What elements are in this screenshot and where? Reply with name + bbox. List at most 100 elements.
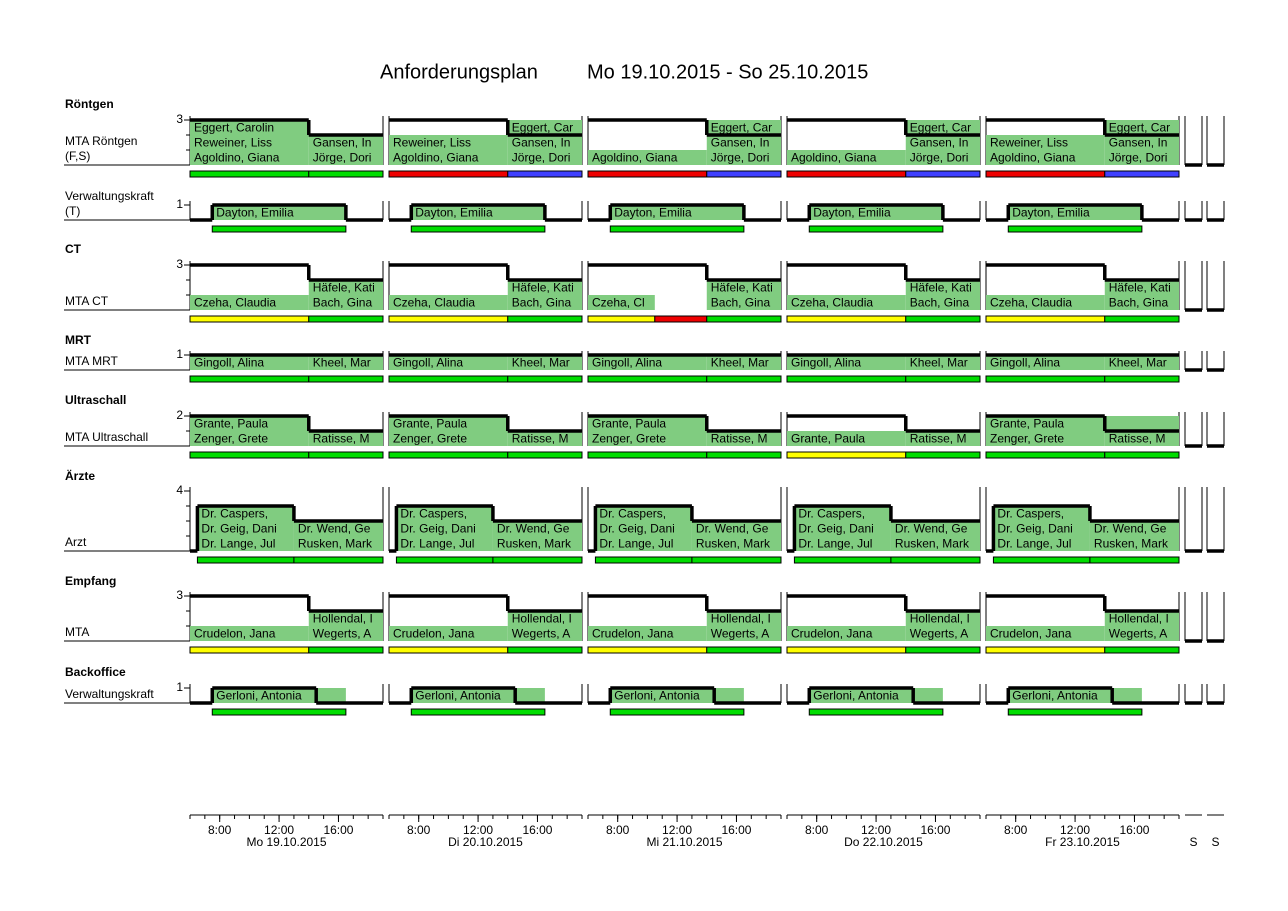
coverage-bar (786, 451, 907, 459)
staff-name: Kheel, Mar (711, 356, 769, 370)
coverage-bar (808, 708, 944, 716)
staff-block (507, 626, 582, 641)
coverage-bar (890, 556, 981, 564)
staff-block (610, 688, 744, 703)
staff-block (1089, 536, 1179, 551)
staff-name: Hollendal, I (512, 612, 572, 626)
staff-name: Gerloni, Antonia (415, 689, 501, 703)
staff-block (411, 205, 545, 220)
staff-block (396, 521, 493, 536)
coverage-bar (395, 556, 494, 564)
staff-block (308, 431, 383, 446)
staff-block (588, 431, 707, 446)
staff-name: Gansen, In (711, 136, 770, 150)
staff-name: Dayton, Emilia (1012, 206, 1090, 220)
section-title: Empfang (65, 574, 116, 588)
day-label: Do 22.10.2015 (844, 835, 923, 849)
date-range: Mo 19.10.2015 - So 25.10.2015 (587, 61, 868, 83)
coverage-bar (492, 556, 583, 564)
staff-block (905, 611, 980, 626)
coverage-bar (594, 556, 693, 564)
staff-name: Crudelon, Jana (791, 627, 873, 641)
staff-block (190, 135, 309, 150)
staff-block (595, 521, 692, 536)
coverage-bar (308, 315, 384, 323)
staff-name: Dr. Wend, Ge (298, 522, 371, 536)
staff-block (787, 150, 906, 165)
x-tick-label: 8:00 (407, 823, 431, 837)
section-title: Ärzte (65, 468, 95, 483)
staff-name: Bach, Gina (313, 296, 373, 310)
staff-name: Häfele, Kati (711, 281, 773, 295)
staff-name: Reweiner, Liss (393, 136, 471, 150)
staff-name: Kheel, Mar (910, 356, 968, 370)
staff-name: Czeha, Claudia (194, 296, 276, 310)
staff-name: Crudelon, Jana (393, 627, 475, 641)
staff-name: Bach, Gina (512, 296, 572, 310)
staff-name: Dr. Geig, Dani (997, 522, 1072, 536)
staff-block (389, 416, 508, 431)
coverage-bar (587, 170, 708, 178)
coverage-bar (1007, 225, 1143, 233)
staff-block (993, 506, 1090, 521)
staff-block (308, 611, 383, 626)
coverage-bar (786, 170, 907, 178)
coverage-bar (905, 375, 981, 383)
staff-block (706, 626, 781, 641)
staff-block (905, 355, 980, 370)
staff-name: Reweiner, Liss (194, 136, 272, 150)
section-title: MRT (65, 333, 92, 347)
staff-name: Dayton, Emilia (813, 206, 891, 220)
staff-name: Jörge, Dori (711, 151, 770, 165)
staff-name: Häfele, Kati (1109, 281, 1171, 295)
coverage-bar (189, 646, 310, 654)
staff-block (890, 521, 980, 536)
staff-name: Wegerts, A (910, 627, 968, 641)
staff-block (1008, 205, 1142, 220)
coverage-bar (905, 451, 981, 459)
staff-name: Gansen, In (910, 136, 969, 150)
title: Anforderungsplan (380, 61, 538, 83)
day-label: Mo 19.10.2015 (246, 835, 326, 849)
staff-name: Jörge, Dori (1109, 151, 1168, 165)
day-label: Di 20.10.2015 (448, 835, 523, 849)
staff-block (809, 688, 943, 703)
y-tick-label: 3 (176, 588, 183, 602)
staff-name: Crudelon, Jana (592, 627, 674, 641)
x-tick-label: 12:00 (662, 823, 692, 837)
staff-block (691, 521, 781, 536)
weekend-label: S (1211, 835, 1219, 849)
staff-name: Czeha, Claudia (393, 296, 475, 310)
staff-name: Hollendal, I (313, 612, 373, 626)
coverage-bar (410, 225, 546, 233)
staff-block (986, 295, 1105, 310)
coverage-bar (293, 556, 384, 564)
staff-block (588, 416, 707, 431)
coverage-bar (587, 451, 708, 459)
staff-block (1104, 431, 1179, 446)
staff-block (986, 416, 1105, 431)
coverage-bar (786, 646, 907, 654)
staff-block (389, 295, 508, 310)
coverage-bar (985, 646, 1106, 654)
staff-name: Kheel, Mar (313, 356, 371, 370)
staff-name: Bach, Gina (1109, 296, 1169, 310)
staff-block (794, 506, 891, 521)
staff-name: Eggert, Carolin (194, 121, 274, 135)
coverage-bar (905, 646, 981, 654)
x-tick-label: 8:00 (606, 823, 630, 837)
staff-block (1104, 150, 1179, 165)
row-label: MTA Röntgen (65, 134, 137, 148)
coverage-bar (587, 646, 708, 654)
coverage-bar (388, 451, 509, 459)
staff-block (308, 295, 383, 310)
staff-block (1104, 355, 1179, 370)
staff-name: Dr. Lange, Jul (997, 537, 1071, 551)
staff-name: Wegerts, A (1109, 627, 1167, 641)
x-tick-label: 16:00 (721, 823, 751, 837)
staff-block (706, 295, 781, 310)
coverage-bar (189, 170, 310, 178)
staff-block (905, 135, 980, 150)
y-tick-label: 3 (176, 257, 183, 271)
staff-block (1104, 611, 1179, 626)
